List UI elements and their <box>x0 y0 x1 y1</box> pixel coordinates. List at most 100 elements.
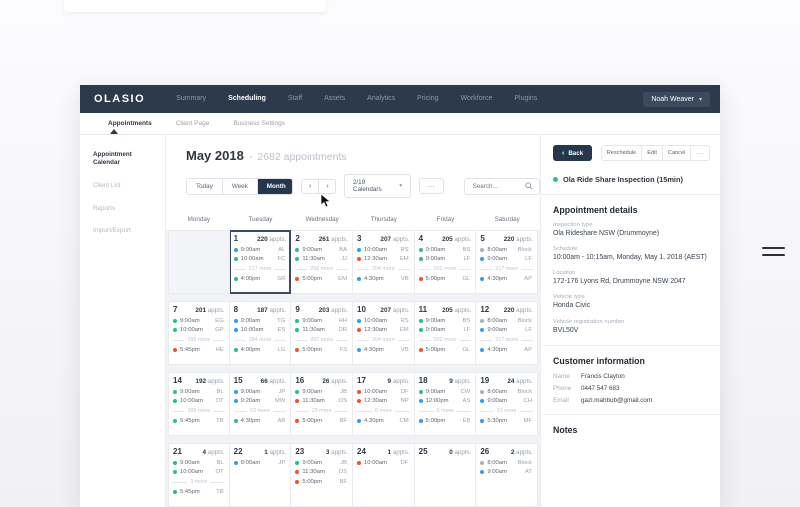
calendar-day-cell-3[interactable]: 3 207 appts. 10:00am RS 12:30am EM 204 more 4:3… <box>353 230 415 294</box>
calendar-event[interactable]: 10:00am ES <box>233 327 287 333</box>
more-appointments-row[interactable]: 202 more <box>418 266 472 272</box>
calendar-event[interactable]: 9:00am LF <box>418 256 472 262</box>
calendar-event[interactable]: 9:00am CW <box>418 389 472 395</box>
top-nav-item-analytics[interactable]: Analytics <box>367 95 396 102</box>
more-appointments-row[interactable]: 6 more <box>357 408 410 414</box>
calendar-event[interactable]: 9:00am LF <box>480 327 533 333</box>
calendar-day-cell-1[interactable]: 1 220 appts. 9:00am AL 10:00am FC 217 more 4:00… <box>229 230 292 294</box>
calendar-day-cell-16[interactable]: 16 26 appts. 9:00am JB 11:30am DS 23 more 5:00p… <box>291 372 353 436</box>
calendar-event[interactable]: 10:00am FC <box>233 256 287 262</box>
top-nav-item-plugins[interactable]: Plugins <box>514 95 538 102</box>
prev-month-button[interactable]: ‹ <box>302 179 320 193</box>
calendar-event[interactable]: 9:00am BS <box>418 247 472 253</box>
calendar-day-cell-24[interactable]: 24 1 appts. 10:00am DF <box>353 443 415 507</box>
more-appointments-row[interactable]: 217 more <box>480 337 534 343</box>
calendar-event[interactable]: 4:30pm VB <box>357 347 410 353</box>
top-nav-item-pricing[interactable]: Pricing <box>417 95 439 102</box>
calendar-day-cell-23[interactable]: 23 3 appts. 9:00am JB 11:30am DS 5:00pm BF <box>291 443 353 507</box>
calendar-event[interactable]: 8:00am Block <box>480 318 533 324</box>
calendar-day-cell-7[interactable]: 7 201 appts. 9:00am EG 10:00am GP 198 more 5:45… <box>168 301 230 365</box>
more-appointments-row[interactable]: 217 more <box>480 266 534 272</box>
calendar-event[interactable]: 10:00am OT <box>173 469 225 475</box>
calendar-event[interactable]: 10:00am RS <box>357 318 410 324</box>
sidebar-item-client-list[interactable]: Client List <box>93 181 121 189</box>
calendar-event[interactable]: 4:30pm AP <box>480 276 533 282</box>
more-appointments-row[interactable]: 184 more <box>233 337 287 343</box>
calendar-day-cell-19[interactable]: 19 24 appts. 8:00am Block 9:00am CH 21 more 5:3… <box>476 372 538 436</box>
more-appointments-row[interactable]: 23 more <box>295 408 349 414</box>
top-nav-item-workforce[interactable]: Workforce <box>460 95 493 102</box>
calendar-event[interactable]: 4:30pm AP <box>480 347 533 353</box>
calendar-day-cell-15[interactable]: 15 66 appts. 9:00am JP 9:20am MW 63 more 4:30pm… <box>229 372 292 436</box>
calendar-day-cell-9[interactable]: 9 203 appts. 9:00am HH 11:30am DR 200 more 5:00… <box>291 301 353 365</box>
side-handle-icon[interactable] <box>762 247 785 261</box>
top-nav-item-summary[interactable]: Summary <box>176 95 207 102</box>
calendar-event[interactable]: 9:00am TG <box>233 318 287 324</box>
calendar-event[interactable]: 12:00pm AS <box>418 398 472 404</box>
next-month-button[interactable]: › <box>319 179 335 193</box>
calendar-event[interactable]: 5:45pm TB <box>173 489 225 495</box>
calendar-event[interactable]: 10:00am RS <box>357 247 410 253</box>
calendar-day-cell-8[interactable]: 8 187 appts. 9:00am TG 10:00am ES 184 more 4:00… <box>229 301 292 365</box>
calendar-event[interactable]: 9:00am JP <box>233 460 287 466</box>
more-appointments-row[interactable]: 189 more <box>173 408 225 414</box>
calendar-day-cell-22[interactable]: 22 1 appts. 9:00am JP <box>229 443 292 507</box>
calendar-event[interactable]: 5:00pm GL <box>418 347 472 353</box>
calendar-event[interactable]: 5:00pm EM <box>295 276 348 282</box>
calendar-event[interactable]: 5:00pm GL <box>418 276 472 282</box>
calendar-event[interactable]: 4:00pm SR <box>233 276 287 282</box>
more-appointments-row[interactable]: 204 more <box>357 337 410 343</box>
calendar-event[interactable]: 9:00am EG <box>173 318 225 324</box>
back-button[interactable]: ‹ Back <box>553 145 593 161</box>
calendar-event[interactable]: 10:00am OT <box>173 398 225 404</box>
calendar-event[interactable]: 9:00am CH <box>480 398 533 404</box>
calendar-event[interactable]: 10:00am DF <box>357 460 410 466</box>
user-menu-button[interactable]: Noah Weaver ▾ <box>643 91 710 107</box>
more-appointments-row[interactable]: 63 more <box>233 408 287 414</box>
more-appointments-row[interactable]: 21 more <box>480 408 534 414</box>
cancel-button[interactable]: Cancel <box>662 146 692 160</box>
calendar-event[interactable]: 11:30am DS <box>295 469 348 475</box>
calendar-event[interactable]: 8:00am Block <box>480 247 533 253</box>
calendar-event[interactable]: 4:30pm VB <box>357 276 410 282</box>
calendar-event[interactable]: 5:00pm EB <box>418 418 472 424</box>
calendar-event[interactable]: 12:30am NP <box>357 398 410 404</box>
calendar-event[interactable]: 11:30am DS <box>295 398 348 404</box>
more-appointments-row[interactable]: 258 more <box>295 266 349 272</box>
sidebar-item-appointment-calendar[interactable]: Appointment Calendar <box>93 151 132 166</box>
calendar-event[interactable]: 11:30am DR <box>295 327 348 333</box>
panel-more-button[interactable]: ... <box>691 146 709 160</box>
view-button-week[interactable]: Week <box>222 178 258 194</box>
sidebar-item-import-export[interactable]: Import/Export <box>93 227 131 235</box>
calendar-event[interactable]: 9:00am AL <box>233 247 287 253</box>
calendar-event[interactable]: 12:30am EM <box>357 256 410 262</box>
calendar-event[interactable]: 9:00am BS <box>418 318 472 324</box>
calendar-event[interactable]: 8:00am Block <box>480 460 533 466</box>
calendar-event[interactable]: 9:00am AT <box>480 469 533 475</box>
calendar-event[interactable]: 5:00pm FS <box>295 347 348 353</box>
calendar-event[interactable]: 9:00am LF <box>480 256 533 262</box>
view-button-today[interactable]: Today <box>187 178 223 194</box>
calendar-day-cell-12[interactable]: 12 220 appts. 8:00am Block 9:00am LF 217 more 4… <box>476 301 538 365</box>
view-button-month[interactable]: Month <box>257 178 293 194</box>
calendar-day-cell-4[interactable]: 4 205 appts. 9:00am BS 9:00am LF 202 more 5:00p… <box>414 230 477 294</box>
sub-nav-item-client-page[interactable]: Client Page <box>175 120 210 127</box>
search-input[interactable] <box>470 181 525 191</box>
calendar-day-cell-10[interactable]: 10 207 appts. 10:00am RS 12:30am EM 204 more 4:… <box>353 301 415 365</box>
calendar-event[interactable]: 9:00am HH <box>295 318 348 324</box>
calendar-event[interactable]: 5:45pm TB <box>173 418 225 424</box>
calendar-day-cell-11[interactable]: 11 205 appts. 9:00am BS 9:00am LF 202 more 5:00… <box>414 301 477 365</box>
calendar-event[interactable]: 9:00am BA <box>295 247 348 253</box>
calendar-event[interactable]: 10:00am DF <box>357 389 410 395</box>
calendar-day-cell-26[interactable]: 26 2 appts. 8:00am Block 9:00am AT <box>476 443 538 507</box>
calendar-event[interactable]: 4:00pm LG <box>233 347 287 353</box>
more-appointments-row[interactable]: 204 more <box>357 266 410 272</box>
calendar-day-cell-14[interactable]: 14 192 appts. 9:00am BL 10:00am OT 189 more 5:4… <box>168 372 230 436</box>
search-box[interactable] <box>463 177 540 195</box>
calendar-event[interactable]: 9:00am LF <box>418 327 472 333</box>
calendar-event[interactable]: 4:30pm AB <box>233 418 287 424</box>
sidebar-item-reports[interactable]: Reports <box>93 204 116 212</box>
calendar-event[interactable]: 9:00am BL <box>173 389 225 395</box>
calendar-event[interactable]: 9:00am JP <box>233 389 287 395</box>
calendar-event[interactable]: 11:30am JJ <box>295 256 348 262</box>
